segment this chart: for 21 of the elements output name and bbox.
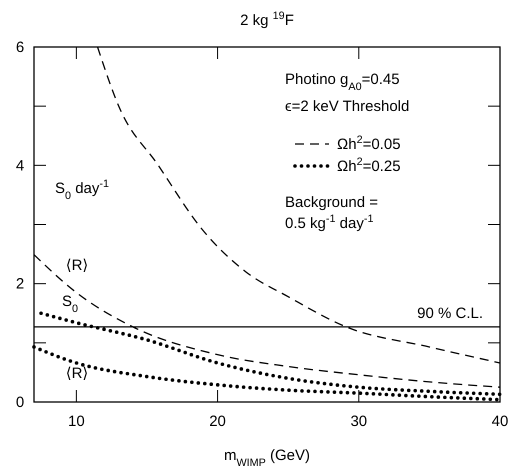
x-tick-label: 20 (209, 413, 226, 430)
y-tick-label: 2 (16, 276, 24, 293)
annotation: Background = (285, 194, 378, 211)
annotation: 0.5 kg$^{-1}$ day$^{-1}$ (285, 213, 374, 232)
x-axis-title: m$_{WIMP}$ (GeV) (224, 447, 310, 468)
x-tick-label: 30 (350, 413, 368, 430)
y-tick-label: 0 (16, 394, 24, 411)
legend-label: Ωh$^{2}$=0.05 (337, 134, 401, 153)
y-tick-label: 6 (16, 39, 24, 56)
annotation: ⟨R⟩ (66, 257, 88, 274)
annotation: S$_{0}$ (62, 293, 78, 315)
x-tick-label: 40 (492, 413, 508, 430)
annotation: ⟨R⟩ (66, 365, 88, 382)
ref-line-label: 90 % C.L. (417, 304, 483, 322)
annotation: Photino g$_{A0}$=0.45 (285, 71, 400, 93)
annotation: S$_{0}$ day$^{-1}$ (55, 178, 109, 202)
annotation: ϵ=2 keV Threshold (285, 98, 410, 115)
y-tick-label: 4 (16, 157, 24, 174)
legend-label: Ωh$^{2}$=0.25 (337, 156, 401, 175)
x-tick-label: 10 (68, 413, 85, 430)
chart-title: 2 kg $^{19}$F (240, 10, 294, 29)
